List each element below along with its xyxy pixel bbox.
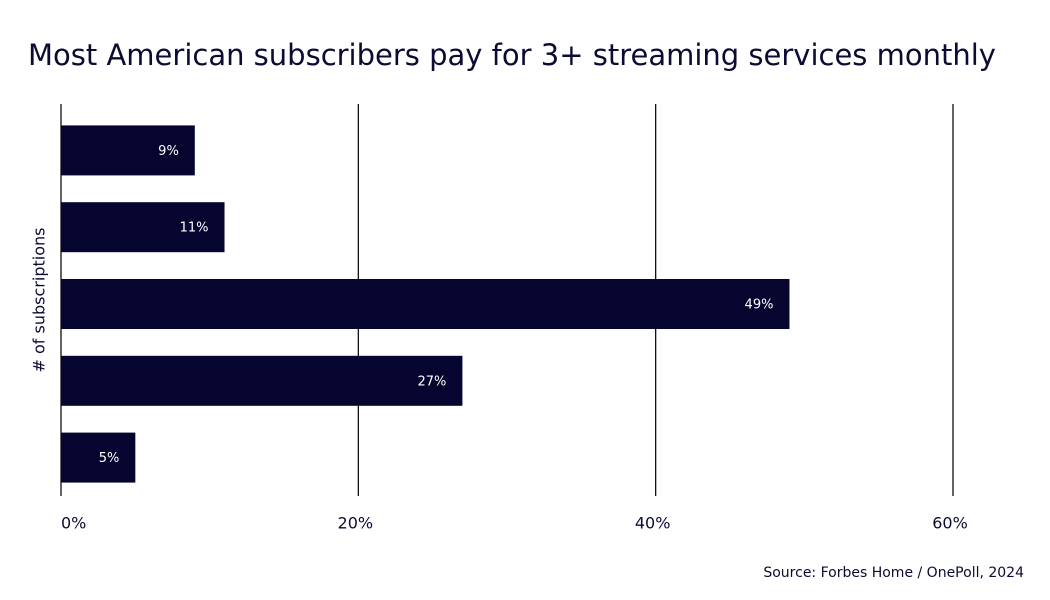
value-label: 11% [180,221,209,236]
x-tick-label: 20% [338,514,374,533]
source-note: Source: Forbes Home / OnePoll, 2024 [763,565,1024,581]
value-label: 9% [158,144,179,159]
bar [61,125,195,176]
bar [61,279,790,329]
chart-title: Most American subscribers pay for 3+ str… [28,38,996,72]
value-label: 5% [99,451,120,466]
x-tick-label: 40% [635,514,671,533]
value-label: 27% [417,374,446,389]
x-tick-label: 0% [61,514,86,533]
bar [61,202,225,253]
bar [61,355,463,406]
x-tick-label: 60% [932,514,968,533]
bar [61,432,136,483]
value-label: 49% [745,298,774,313]
y-axis-label: # of subscriptions [30,228,49,373]
